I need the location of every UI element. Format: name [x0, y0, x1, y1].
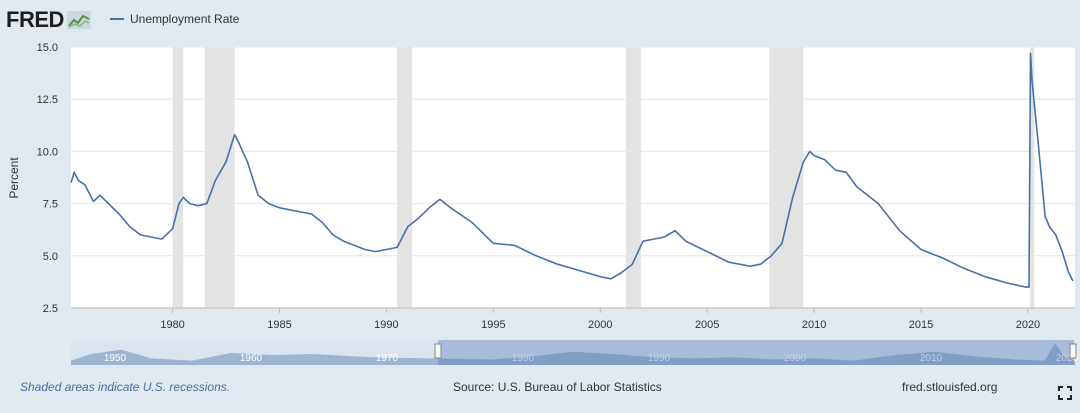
navigator-left-handle[interactable] — [434, 343, 442, 359]
legend-label: Unemployment Rate — [130, 12, 240, 26]
legend-swatch — [110, 18, 124, 20]
y-tick-label: 2.5 — [43, 303, 58, 315]
x-tick-label: 2000 — [588, 319, 612, 331]
x-tick-label: 1980 — [160, 319, 184, 331]
recession-note: Shaded areas indicate U.S. recessions. — [20, 380, 231, 394]
line-chart: 2.5 5.0 7.5 10.0 12.5 15.0 1980 1985 1990 1995 20… — [7, 42, 1075, 331]
y-axis: 2.5 5.0 7.5 10.0 12.5 15.0 — [37, 42, 58, 315]
recession-band — [397, 47, 413, 308]
x-axis: 1980 1985 1990 1995 2000 2005 2010 2015 2020 — [71, 307, 1075, 331]
site-link[interactable]: fred.stlouisfed.org — [902, 380, 998, 394]
chart-line-icon — [66, 11, 91, 29]
source-note: Source: U.S. Bureau of Labor Statistics — [453, 380, 662, 394]
y-tick-label: 7.5 — [43, 199, 58, 211]
recession-band — [625, 47, 641, 308]
recession-band — [769, 47, 804, 308]
series-line[interactable] — [70, 52, 1074, 288]
navigator-label: 1970 — [376, 353, 399, 364]
x-tick-label: 1985 — [267, 319, 291, 331]
navigator-label: 1950 — [104, 353, 127, 364]
chart-footer: Shaded areas indicate U.S. recessions. S… — [0, 368, 1080, 408]
x-tick-label: 2010 — [802, 319, 826, 331]
navigator-label: 2020 — [1056, 353, 1079, 364]
series-layer — [70, 52, 1074, 288]
y-axis-label: Percent — [7, 157, 21, 199]
plot-background — [71, 47, 1075, 308]
chart-header: FRED Unemployment Rate — [0, 0, 1080, 40]
y-tick-label: 10.0 — [37, 146, 58, 158]
recession-band — [1030, 47, 1035, 308]
navigator-area — [71, 343, 1075, 365]
navigator-label: 2000 — [784, 353, 807, 364]
navigator-label: 1980 — [512, 353, 535, 364]
navigator-label: 1990 — [648, 353, 671, 364]
x-tick-label: 1995 — [481, 319, 505, 331]
recession-bands — [172, 47, 1035, 308]
logo-text: FRED — [6, 7, 64, 32]
range-navigator[interactable]: 1950 1960 1970 1980 1990 2000 2010 2020 — [0, 0, 1080, 370]
x-tick-label: 1990 — [374, 319, 398, 331]
navigator-label: 2010 — [920, 353, 943, 364]
x-tick-label: 2005 — [695, 319, 719, 331]
y-tick-label: 12.5 — [37, 94, 58, 106]
y-tick-label: 5.0 — [43, 251, 58, 263]
recession-band — [172, 47, 184, 308]
fullscreen-icon[interactable] — [1058, 386, 1072, 400]
y-tick-label: 15.0 — [37, 42, 58, 54]
x-tick-label: 2020 — [1016, 319, 1040, 331]
chart-legend[interactable]: Unemployment Rate — [110, 12, 239, 26]
navigator-right-handle[interactable] — [1069, 343, 1077, 359]
fred-logo[interactable]: FRED — [6, 6, 91, 34]
recession-band — [204, 47, 235, 308]
x-tick-label: 2015 — [909, 319, 933, 331]
navigator-labels: 1950 1960 1970 1980 1990 2000 2010 2020 — [104, 353, 1079, 364]
navigator-selection[interactable] — [438, 340, 1074, 365]
navigator-label: 1960 — [240, 353, 263, 364]
